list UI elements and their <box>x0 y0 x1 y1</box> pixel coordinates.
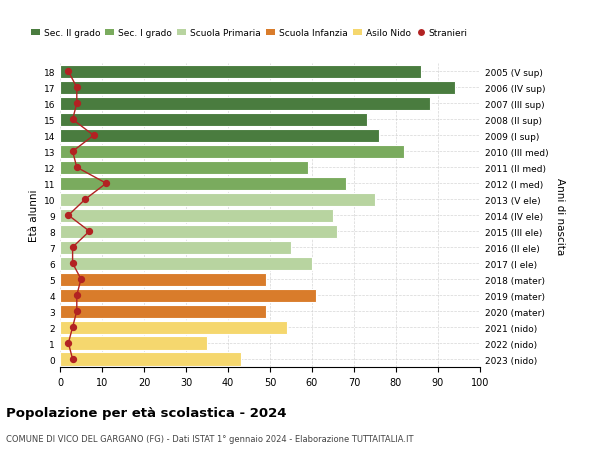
Bar <box>60 321 287 334</box>
Point <box>64 212 73 219</box>
Point <box>89 132 98 140</box>
Point <box>72 101 82 108</box>
Point <box>68 356 77 363</box>
Bar <box>60 129 379 143</box>
Point <box>72 84 82 92</box>
Point <box>72 292 82 299</box>
Bar <box>60 289 316 302</box>
Bar <box>60 225 337 238</box>
Bar <box>60 209 333 222</box>
Bar <box>60 305 266 318</box>
Bar <box>60 337 207 350</box>
Bar <box>60 82 455 95</box>
Point <box>64 68 73 76</box>
Bar <box>60 146 404 158</box>
Bar <box>60 177 346 190</box>
Point <box>68 244 77 251</box>
Point <box>64 340 73 347</box>
Legend: Sec. II grado, Sec. I grado, Scuola Primaria, Scuola Infanzia, Asilo Nido, Stran: Sec. II grado, Sec. I grado, Scuola Prim… <box>31 29 468 39</box>
Point <box>72 308 82 315</box>
Bar <box>60 98 430 111</box>
Bar <box>60 273 266 286</box>
Text: Popolazione per età scolastica - 2024: Popolazione per età scolastica - 2024 <box>6 406 287 419</box>
Point <box>68 260 77 267</box>
Point <box>80 196 90 203</box>
Point <box>76 276 86 283</box>
Bar <box>60 257 312 270</box>
Bar <box>60 353 241 366</box>
Y-axis label: Età alunni: Età alunni <box>29 190 40 242</box>
Bar <box>60 66 421 79</box>
Point <box>101 180 111 188</box>
Point <box>68 148 77 156</box>
Bar <box>60 193 375 207</box>
Bar <box>60 241 291 254</box>
Y-axis label: Anni di nascita: Anni di nascita <box>555 177 565 254</box>
Text: COMUNE DI VICO DEL GARGANO (FG) - Dati ISTAT 1° gennaio 2024 - Elaborazione TUTT: COMUNE DI VICO DEL GARGANO (FG) - Dati I… <box>6 434 413 443</box>
Point <box>68 324 77 331</box>
Point <box>68 117 77 124</box>
Point <box>85 228 94 235</box>
Bar <box>60 113 367 127</box>
Bar <box>60 162 308 174</box>
Point <box>72 164 82 172</box>
